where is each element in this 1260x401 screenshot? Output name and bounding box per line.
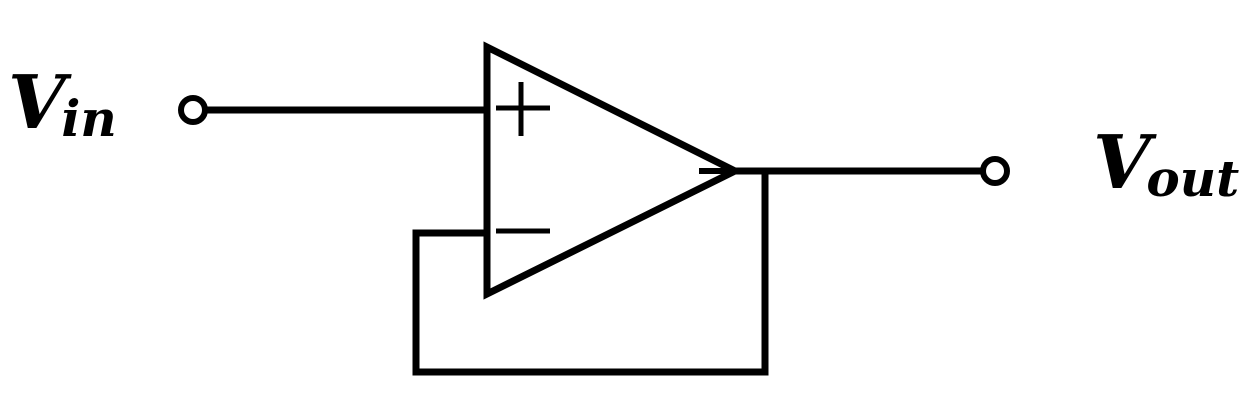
op-amp-triangle [483, 41, 743, 300]
vout-label: Vout [1093, 120, 1239, 208]
vin-label-subscript: in [61, 89, 116, 148]
vin-label: Vin [8, 60, 117, 148]
vin-label-main: V [8, 60, 72, 146]
vout-label-main: V [1093, 120, 1157, 206]
output-terminal [980, 156, 1010, 186]
vout-label-subscript: out [1146, 149, 1239, 208]
plus-sign-icon [496, 82, 550, 136]
input-terminal [178, 95, 208, 125]
feedback-loop [412, 171, 769, 376]
